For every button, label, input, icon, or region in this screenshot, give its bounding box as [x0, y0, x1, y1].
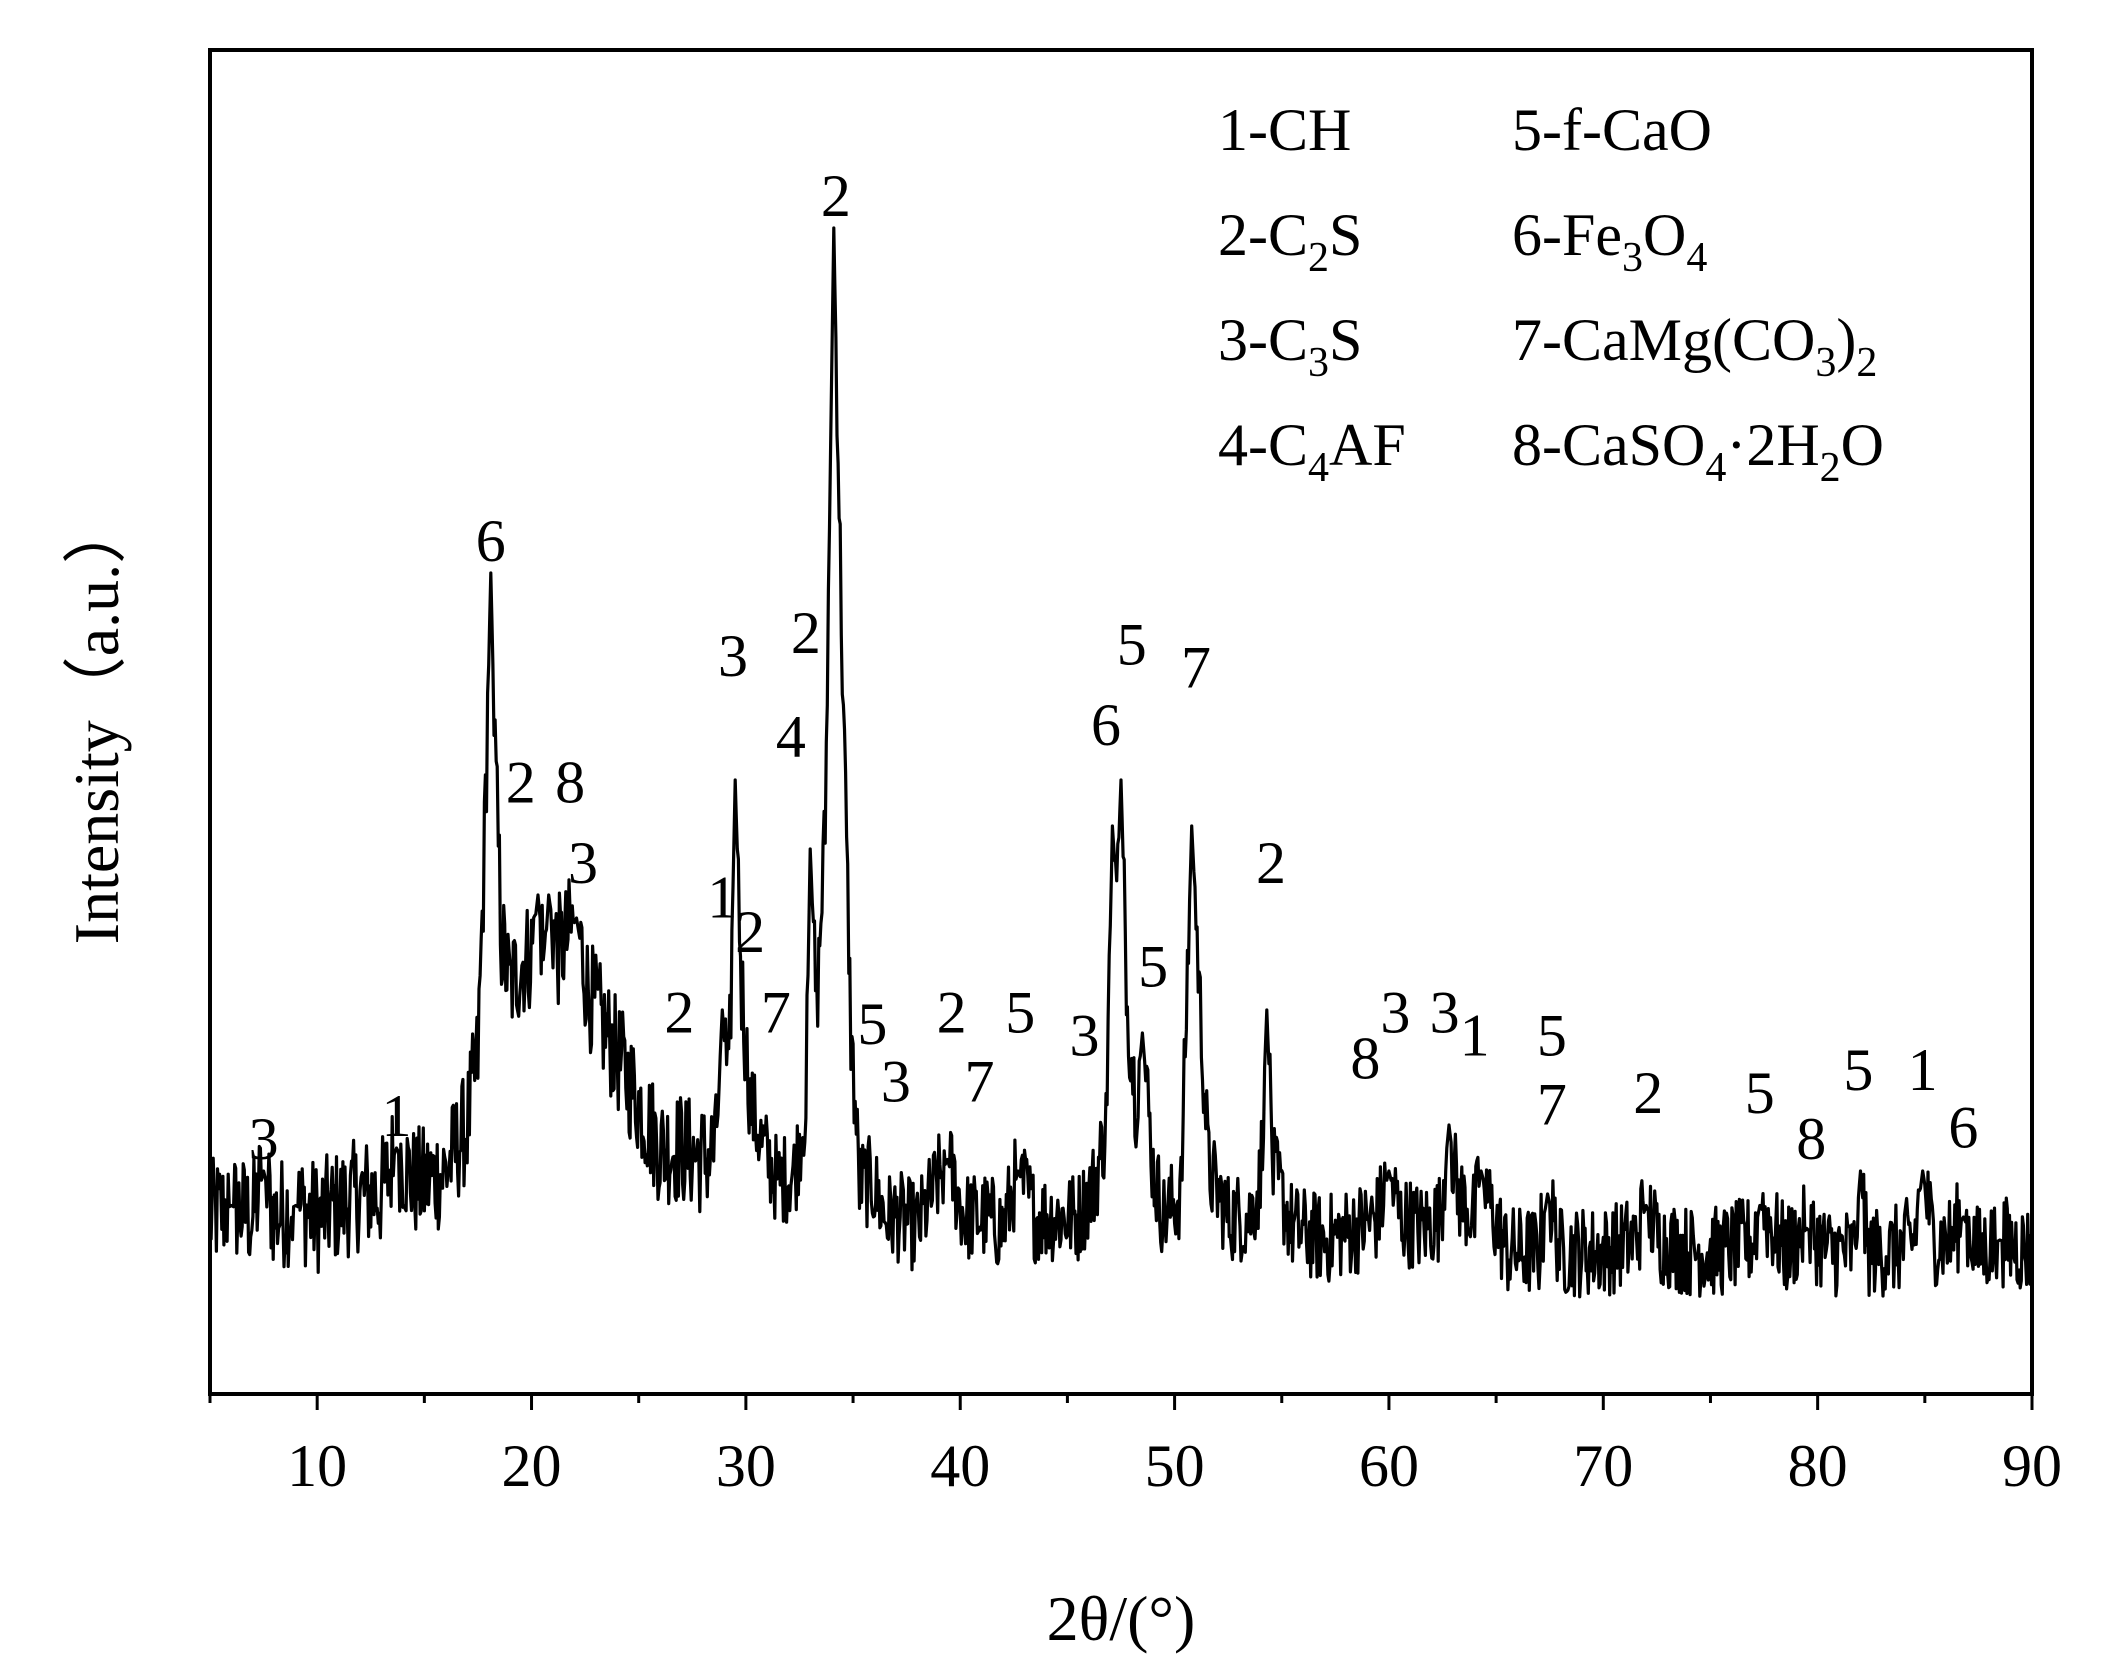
peak-label: 7 — [965, 1049, 995, 1115]
x-tick-label: 90 — [2002, 1433, 2062, 1499]
peak-label: 4 — [776, 704, 806, 770]
peak-label: 5 — [1537, 1003, 1567, 1069]
peak-label: 3 — [1380, 980, 1410, 1046]
x-tick-label: 50 — [1145, 1433, 1205, 1499]
peak-label: 2 — [937, 980, 967, 1046]
peak-label: 6 — [476, 508, 506, 574]
x-axis-title: 2θ/(°) — [1047, 1583, 1196, 1654]
peak-label: 5 — [1117, 612, 1147, 678]
x-tick-label: 80 — [1788, 1433, 1848, 1499]
peak-label: 2 — [1633, 1060, 1663, 1126]
plot-frame — [208, 48, 2034, 1396]
peak-label: 1 — [707, 865, 737, 931]
peak-label: 5 — [1005, 980, 1035, 1046]
x-tick-label: 60 — [1359, 1433, 1419, 1499]
peak-label: 5 — [1843, 1037, 1873, 1103]
x-tick-label: 40 — [930, 1433, 990, 1499]
x-tick-label: 10 — [287, 1433, 347, 1499]
legend-entry: 1-CH — [1218, 97, 1351, 163]
legend-entry: 7-CaMg(CO3)2 — [1512, 307, 1877, 386]
peak-label: 2 — [506, 750, 536, 816]
peak-label: 8 — [1796, 1106, 1826, 1172]
peak-label: 2 — [735, 899, 765, 965]
peak-label: 3 — [1430, 980, 1460, 1046]
legend-entry: 4-C4AF — [1218, 412, 1406, 491]
legend-entry: 6-Fe3O4 — [1512, 202, 1707, 281]
legend: 1-CH 2-C2S 3-C3S 4-C4AF 5-f-CaO 6-Fe3O4 7-CaMg… — [1218, 97, 1884, 491]
peak-label: 6 — [1948, 1095, 1978, 1161]
peak-label: 1 — [1460, 1003, 1490, 1069]
peak-label: 2 — [821, 163, 851, 229]
peak-label: 3 — [1070, 1003, 1100, 1069]
peak-label: 1 — [1908, 1037, 1938, 1103]
peak-label: 3 — [718, 623, 748, 689]
peak-label: 7 — [1537, 1072, 1567, 1138]
x-axis: 10 20 30 40 50 60 70 80 90 — [208, 1394, 2062, 1499]
peak-label: 1 — [381, 1083, 411, 1149]
plot-area — [208, 226, 2034, 1299]
peak-label: 5 — [857, 991, 887, 1057]
peak-label: 3 — [568, 830, 598, 896]
peak-label: 6 — [1091, 692, 1121, 758]
peak-label: 3 — [881, 1049, 911, 1115]
peak-label: 3 — [249, 1106, 279, 1172]
xrd-trace-line — [208, 226, 2034, 1299]
peak-label: 7 — [761, 980, 791, 1046]
legend-entry: 2-C2S — [1218, 202, 1362, 281]
peak-label: 5 — [1138, 934, 1168, 1000]
legend-entry: 8-CaSO4·2H2O — [1512, 412, 1884, 491]
x-tick-label: 30 — [716, 1433, 776, 1499]
x-tick-label: 20 — [502, 1433, 562, 1499]
legend-entry: 3-C3S — [1218, 307, 1362, 386]
x-tick-label: 70 — [1573, 1433, 1633, 1499]
peak-label: 2 — [791, 600, 821, 666]
peak-label: 7 — [1181, 635, 1211, 701]
legend-entry: 5-f-CaO — [1512, 97, 1712, 163]
peak-label: 2 — [1256, 830, 1286, 896]
peak-label: 8 — [1350, 1026, 1380, 1092]
peak-label: 2 — [664, 980, 694, 1046]
peak-label: 8 — [555, 750, 585, 816]
peak-label: 5 — [1745, 1060, 1775, 1126]
y-axis-title: Intensity（a.u.） — [61, 500, 132, 944]
